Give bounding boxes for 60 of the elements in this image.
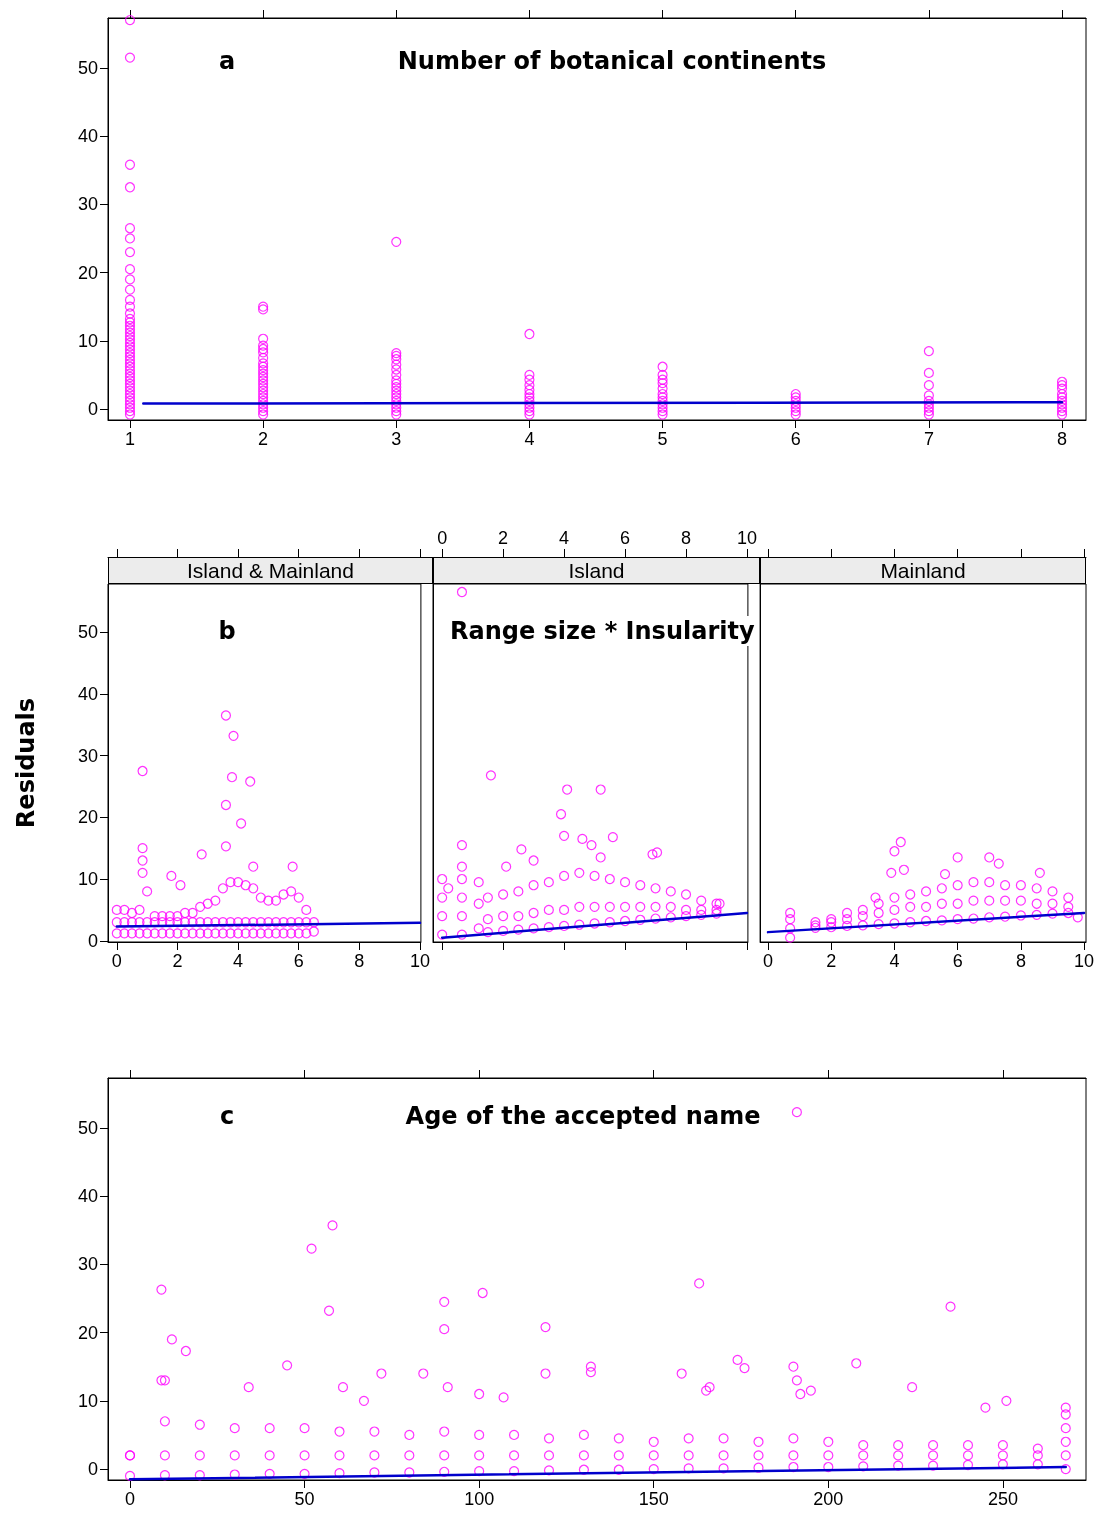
x-tick-label: 100 (464, 1489, 495, 1509)
annotation: a (218, 47, 236, 75)
x-tick-label: 4 (559, 528, 570, 548)
y-tick-label: 50 (77, 622, 98, 643)
y-tick-label: 20 (77, 1322, 98, 1343)
x-tick-label: 3 (391, 429, 402, 449)
y-tick-label: 10 (77, 330, 98, 351)
x-tick-label: 0 (124, 1489, 135, 1509)
y-axis-title: Residuals (12, 697, 40, 829)
annotation: c (219, 1102, 235, 1130)
x-tick-label: 4 (524, 429, 535, 449)
x-tick-label: 250 (987, 1489, 1018, 1509)
y-tick-label: 40 (77, 683, 98, 704)
x-tick-label: 8 (1057, 429, 1068, 449)
text: Number of botanical continents (397, 47, 827, 75)
x-tick-label: 0 (111, 951, 122, 971)
panel-header: Mainland (760, 557, 1086, 584)
y-tick-label: 10 (77, 869, 98, 890)
x-tick-label: 10 (1074, 951, 1095, 971)
annotation: b (218, 617, 236, 645)
y-tick-label: 10 (77, 1390, 98, 1411)
x-tick-label: 6 (952, 951, 963, 971)
x-tick-label: 0 (437, 528, 448, 548)
x-tick-label: 150 (638, 1489, 669, 1509)
x-tick-label: 7 (923, 429, 934, 449)
y-tick-label: 50 (77, 1117, 98, 1138)
y-tick-label: 50 (77, 57, 98, 78)
x-tick-label: 8 (354, 951, 365, 971)
y-tick-label: 20 (77, 807, 98, 828)
x-tick-label: 2 (826, 951, 837, 971)
y-tick-label: 40 (77, 1186, 98, 1207)
y-tick-label: 30 (77, 745, 98, 766)
y-tick-label: 0 (87, 1459, 98, 1480)
x-tick-label: 4 (889, 951, 900, 971)
y-tick-label: 30 (77, 194, 98, 215)
x-tick-label: 6 (790, 429, 801, 449)
y-tick-label: 0 (87, 930, 98, 951)
x-tick-label: 50 (294, 1489, 315, 1509)
x-tick-label: 200 (813, 1489, 844, 1509)
x-tick-label: 1 (124, 429, 135, 449)
x-tick-label: 10 (736, 528, 757, 548)
x-tick-label: 6 (620, 528, 631, 548)
x-tick-label: 4 (233, 951, 244, 971)
x-tick-label: 8 (681, 528, 692, 548)
annotation: Range size * Insularity (450, 617, 755, 645)
y-tick-label: 20 (77, 262, 98, 283)
y-tick-label: 0 (87, 399, 98, 420)
x-tick-label: 2 (258, 429, 269, 449)
x-tick-label: 2 (172, 951, 183, 971)
x-tick-label: 5 (657, 429, 668, 449)
x-tick-label: 10 (409, 951, 430, 971)
panel-header: Island (433, 557, 760, 584)
x-tick-label: 6 (293, 951, 304, 971)
x-tick-label: 8 (1015, 951, 1026, 971)
y-tick-label: 40 (77, 126, 98, 147)
x-tick-label: 2 (498, 528, 509, 548)
x-tick-label: 0 (763, 951, 774, 971)
text: Age of the accepted name (405, 1102, 761, 1130)
y-tick-label: 30 (77, 1254, 98, 1275)
panel-header: Island & Mainland (108, 557, 433, 584)
